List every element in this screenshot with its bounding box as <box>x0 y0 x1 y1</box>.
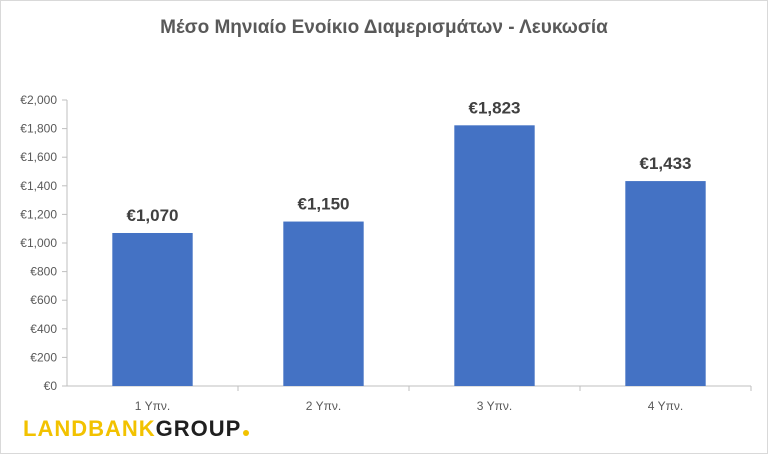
x-tick-label: 1 Υπν. <box>135 399 170 413</box>
y-tick-label: €1,200 <box>20 207 57 221</box>
y-tick-label: €1,000 <box>20 236 57 250</box>
data-label: €1,433 <box>640 154 692 173</box>
y-tick-label: €400 <box>30 322 57 336</box>
logo-dot-icon <box>243 430 250 436</box>
bar <box>625 181 706 386</box>
landbank-group-logo: LANDBANKGROUP <box>23 416 250 442</box>
data-label: €1,823 <box>469 98 521 117</box>
bar <box>112 232 193 386</box>
chart-title: Μέσο Μηνιαίο Ενοίκιο Διαμερισμάτων - Λευ… <box>160 17 608 38</box>
y-tick-label: €1,800 <box>20 122 57 136</box>
y-tick-label: €600 <box>30 293 57 307</box>
y-tick-label: €800 <box>30 265 57 279</box>
y-tick-label: €1,600 <box>20 150 57 164</box>
y-tick-label: €200 <box>30 350 57 364</box>
data-label: €1,070 <box>127 206 179 225</box>
data-label: €1,150 <box>298 195 350 214</box>
x-tick-label: 4 Υπν. <box>648 399 683 413</box>
bar <box>454 125 535 386</box>
x-tick-label: 3 Υπν. <box>477 399 512 413</box>
y-tick-label: €0 <box>44 379 58 393</box>
y-tick-label: €1,400 <box>20 179 57 193</box>
bar <box>283 221 364 386</box>
logo-text-landbank: LANDBANK <box>23 416 156 441</box>
y-tick-label: €2,000 <box>20 93 57 107</box>
x-tick-label: 2 Υπν. <box>306 399 341 413</box>
logo-text-group: GROUP <box>155 416 242 441</box>
